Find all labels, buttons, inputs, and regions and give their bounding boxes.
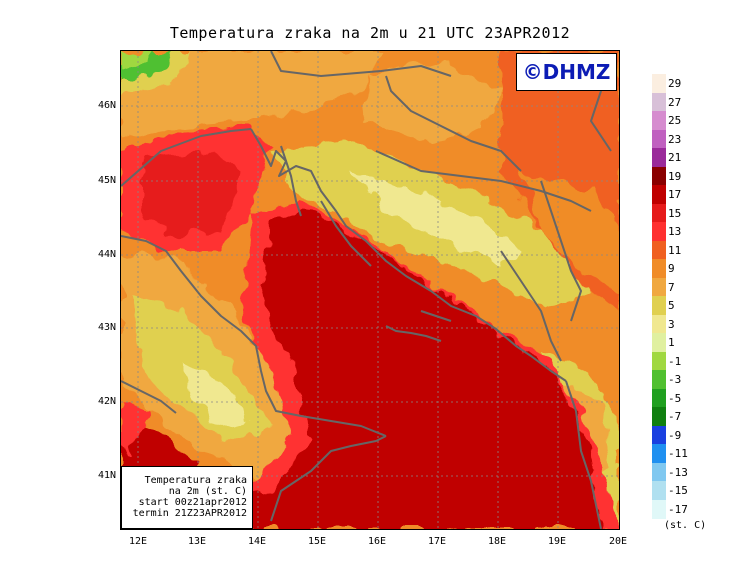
- lat-label-46n: 46N: [97, 100, 116, 111]
- legend-label: -9: [668, 428, 682, 442]
- legend-label: -7: [668, 410, 682, 424]
- info-line-valid: termin 21Z23APR2012: [132, 508, 247, 519]
- color-legend: 29 27 25 23 21 19 17 15 13 11 9 7 5 3 1 -1 -3 -5 -7 -9 -11 -1…: [652, 74, 732, 574]
- coastlines: [121, 51, 612, 529]
- legend-label: 3: [668, 317, 675, 331]
- legend-swatch: [652, 240, 666, 260]
- legend-swatch: [652, 462, 666, 482]
- lon-label-17e: 17E: [427, 536, 447, 547]
- legend-swatch: [652, 444, 666, 463]
- legend-swatch: [652, 129, 666, 149]
- legend-swatch: [652, 74, 666, 93]
- legend-label: 13: [668, 225, 682, 239]
- legend-label: -13: [668, 465, 688, 479]
- legend-swatch: [652, 259, 666, 278]
- legend-swatch: [652, 370, 666, 389]
- info-line-level: na 2m (st. C): [168, 486, 247, 497]
- legend-swatch: [652, 499, 666, 519]
- legend-swatch: [652, 314, 666, 334]
- lat-label-41n: 41N: [97, 470, 116, 481]
- legend-swatch: [652, 481, 666, 500]
- legend-label: -5: [668, 391, 682, 405]
- legend-label: -11: [668, 447, 688, 461]
- legend-swatch: [652, 407, 666, 426]
- lon-label-12e: 12E: [128, 536, 148, 547]
- legend-label: 1: [668, 336, 675, 350]
- lat-label-45n: 45N: [97, 175, 116, 186]
- forecast-info-box: Temperatura zraka na 2m (st. C) start 00…: [121, 466, 253, 529]
- lon-label-14e: 14E: [247, 536, 267, 547]
- legend-swatch: [652, 277, 666, 297]
- lat-label-44n: 44N: [97, 249, 116, 260]
- legend-swatch: [652, 222, 666, 241]
- lon-label-20e: 20E: [608, 536, 628, 547]
- legend-swatch: [652, 111, 666, 130]
- legend-label: 5: [668, 299, 675, 313]
- lon-label-13e: 13E: [187, 536, 207, 547]
- legend-label: -17: [668, 502, 688, 516]
- lon-label-18e: 18E: [487, 536, 507, 547]
- lon-label-16e: 16E: [367, 536, 387, 547]
- legend-swatch: [652, 92, 666, 112]
- lat-label-43n: 43N: [97, 322, 116, 333]
- dhmz-logo: ©DHMZ: [516, 53, 617, 91]
- legend-swatch: [652, 351, 666, 371]
- temperature-map: [120, 50, 620, 530]
- legend-label: 23: [668, 132, 682, 146]
- legend-label: 21: [668, 151, 682, 165]
- temperature-field: [121, 51, 619, 529]
- legend-swatch: [652, 166, 666, 186]
- info-line-variable: Temperatura zraka: [144, 475, 247, 486]
- info-line-start: start 00z21apr2012: [138, 497, 247, 508]
- legend-swatch: [652, 185, 666, 204]
- legend-swatch: [652, 388, 666, 408]
- graticule: [121, 51, 619, 529]
- lon-label-15e: 15E: [307, 536, 327, 547]
- legend-swatch: [652, 425, 666, 445]
- legend-label: 19: [668, 169, 682, 183]
- lat-label-42n: 42N: [97, 396, 116, 407]
- legend-label: -15: [668, 484, 688, 498]
- legend-swatch: [652, 148, 666, 167]
- map-title: Temperatura zraka na 2m u 21 UTC 23APR20…: [169, 24, 571, 42]
- legend-label: 27: [668, 95, 682, 109]
- legend-label: 29: [668, 77, 682, 91]
- legend-label: 7: [668, 280, 675, 294]
- legend-swatch: [652, 203, 666, 223]
- legend-label: 25: [668, 114, 682, 128]
- legend-label: 11: [668, 243, 682, 257]
- legend-label: 9: [668, 262, 675, 276]
- legend-label: -1: [668, 354, 682, 368]
- temperature-zones: [121, 51, 619, 529]
- legend-label: 15: [668, 206, 682, 220]
- legend-swatch: [652, 333, 666, 352]
- legend-label: -3: [668, 373, 682, 387]
- lon-label-19e: 19E: [547, 536, 567, 547]
- legend-label: 17: [668, 188, 682, 202]
- legend-swatch: [652, 296, 666, 315]
- legend-unit: (st. C): [664, 520, 707, 531]
